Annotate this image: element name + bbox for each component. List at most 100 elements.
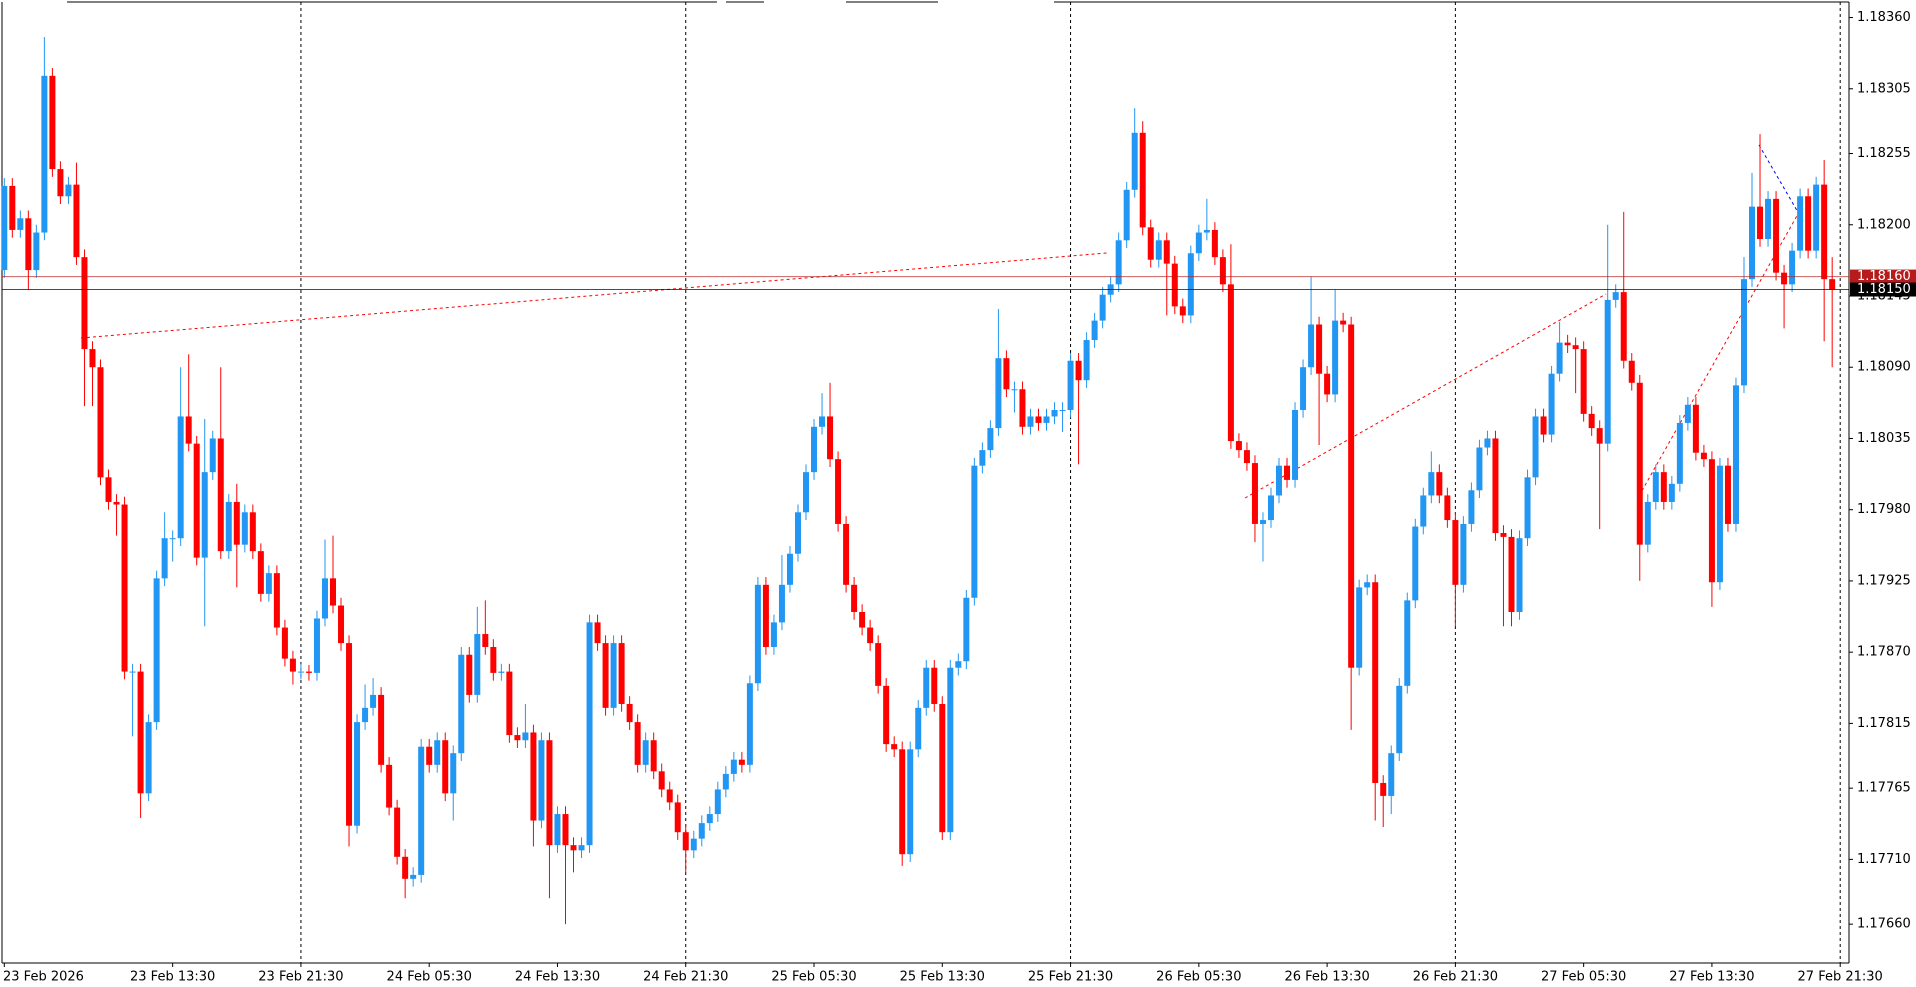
- candle-body: [386, 764, 393, 808]
- candle-body: [241, 512, 248, 545]
- candle-body: [458, 654, 465, 754]
- candle-body: [867, 627, 874, 644]
- candle-body: [1452, 520, 1459, 585]
- candle-body: [81, 257, 88, 350]
- candle-body: [233, 501, 240, 545]
- candle-body: [811, 426, 818, 473]
- x-tick-label: 24 Feb 05:30: [387, 970, 472, 985]
- candle-body: [466, 654, 473, 695]
- candle-body: [442, 740, 449, 794]
- candle-body: [65, 184, 72, 197]
- candle-body: [1516, 538, 1523, 613]
- candle-body: [1692, 404, 1699, 453]
- candle-body: [931, 667, 938, 704]
- x-tick-label: 26 Feb 21:30: [1413, 970, 1498, 985]
- candle-body: [891, 744, 898, 750]
- candle-body: [1572, 345, 1579, 350]
- candle-body: [354, 722, 361, 826]
- candle-body: [1091, 320, 1098, 341]
- candle-body: [843, 523, 850, 585]
- candle-body: [305, 671, 312, 673]
- candle-body: [1781, 272, 1788, 285]
- candle-body: [1740, 279, 1747, 386]
- candle-body: [1003, 358, 1010, 390]
- x-tick-label: 25 Feb 05:30: [771, 970, 856, 985]
- candle-body: [257, 551, 264, 594]
- candle-body: [658, 771, 665, 790]
- candle-body: [875, 643, 882, 686]
- candle-body: [1364, 582, 1371, 588]
- y-tick-label: 1.17765: [1857, 781, 1911, 796]
- candle-body: [1292, 409, 1299, 480]
- candle-body: [987, 428, 994, 451]
- candle-body: [1267, 495, 1274, 521]
- candle-body: [1147, 227, 1154, 260]
- candle-body: [289, 658, 296, 672]
- candle-body: [1636, 382, 1643, 545]
- candle-body: [1067, 360, 1074, 410]
- candle-body: [1011, 389, 1018, 391]
- candle-body: [754, 584, 761, 684]
- candle-body: [626, 703, 633, 723]
- candle-body: [995, 358, 1002, 429]
- y-tick-label: 1.17870: [1857, 645, 1911, 660]
- candle-body: [161, 538, 168, 579]
- y-tick-label: 1.17660: [1857, 917, 1911, 932]
- candle-body: [1123, 189, 1130, 241]
- candle-body: [1604, 299, 1611, 444]
- candle-body: [1652, 472, 1659, 502]
- candle-body: [586, 622, 593, 846]
- candle-body: [1179, 306, 1186, 316]
- candle-body: [682, 832, 689, 851]
- x-tick-label: 23 Feb 2026: [3, 970, 84, 985]
- candle-body: [418, 746, 425, 875]
- candle-body: [1596, 428, 1603, 444]
- candle-body: [530, 732, 537, 821]
- candle-body: [1059, 409, 1066, 411]
- candle-body: [1171, 263, 1178, 307]
- x-tick-label: 26 Feb 05:30: [1156, 970, 1241, 985]
- candle-body: [1716, 465, 1723, 583]
- candle-body: [1540, 416, 1547, 435]
- candle-body: [193, 443, 200, 558]
- candle-body: [482, 634, 489, 647]
- candle-body: [1284, 465, 1291, 480]
- candle-body: [362, 707, 369, 723]
- candle-body: [1019, 389, 1026, 427]
- candle-body: [979, 450, 986, 466]
- candle-body: [1155, 240, 1162, 260]
- candle-body: [209, 438, 216, 473]
- candle-body: [225, 501, 232, 552]
- x-tick-label: 27 Feb 13:30: [1669, 970, 1754, 985]
- candle-body: [1404, 600, 1411, 686]
- candle-body: [370, 694, 377, 708]
- candle-body: [1484, 438, 1491, 448]
- candle-body: [1797, 196, 1804, 251]
- candle-body: [947, 667, 954, 833]
- candle-body: [939, 703, 946, 833]
- candle-body: [378, 694, 385, 765]
- candle-body: [105, 477, 112, 502]
- candle-body: [851, 584, 858, 613]
- y-tick-label: 1.17925: [1857, 573, 1911, 588]
- candle-body: [249, 512, 256, 552]
- x-tick-label: 26 Feb 13:30: [1284, 970, 1369, 985]
- candle-body: [426, 746, 433, 765]
- candle-body: [859, 612, 866, 628]
- candle-body: [899, 749, 906, 855]
- trend-line: [1758, 144, 1800, 215]
- candle-body: [770, 622, 777, 647]
- candle-body: [410, 874, 417, 879]
- candle-body: [217, 438, 224, 552]
- candle-body: [674, 802, 681, 833]
- candle-body: [1380, 782, 1387, 796]
- candle-body: [1332, 320, 1339, 395]
- candle-body: [265, 573, 272, 594]
- candle-body: [1075, 360, 1082, 381]
- candle-body: [1580, 349, 1587, 414]
- candle-body: [490, 646, 497, 673]
- candle-body: [329, 578, 336, 606]
- candle-body: [1388, 753, 1395, 796]
- candle-body: [1163, 240, 1170, 264]
- candle-body: [73, 184, 80, 258]
